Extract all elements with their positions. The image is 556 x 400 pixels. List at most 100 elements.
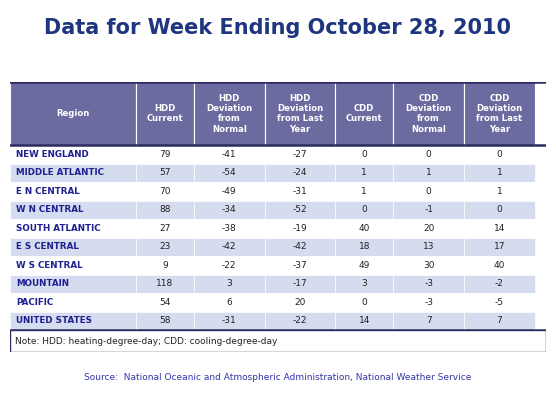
Text: -41: -41 — [222, 150, 236, 159]
Text: 1: 1 — [361, 187, 367, 196]
Bar — [10, 201, 136, 219]
Text: 18: 18 — [359, 242, 370, 251]
Bar — [10, 145, 136, 164]
Bar — [464, 219, 535, 238]
Text: MIDDLE ATLANTIC: MIDDLE ATLANTIC — [17, 168, 105, 178]
Bar — [335, 145, 393, 164]
Bar — [464, 238, 535, 256]
Bar — [136, 182, 194, 201]
Bar — [335, 312, 393, 330]
Bar — [393, 201, 464, 219]
Text: -1: -1 — [424, 206, 433, 214]
Bar — [393, 164, 464, 182]
Bar — [464, 256, 535, 274]
Text: 40: 40 — [359, 224, 370, 233]
Text: 30: 30 — [423, 261, 434, 270]
Text: 1: 1 — [497, 187, 502, 196]
Bar — [464, 164, 535, 182]
Bar — [10, 82, 136, 145]
Bar — [393, 219, 464, 238]
Bar — [194, 293, 265, 312]
Text: 7: 7 — [497, 316, 502, 325]
Text: 57: 57 — [159, 168, 171, 178]
Bar — [10, 256, 136, 274]
Bar — [335, 82, 393, 145]
Bar — [265, 274, 335, 293]
Bar — [194, 238, 265, 256]
Bar — [393, 312, 464, 330]
Text: 3: 3 — [226, 279, 232, 288]
Text: -38: -38 — [222, 224, 237, 233]
Text: 1: 1 — [497, 168, 502, 178]
Bar — [265, 182, 335, 201]
Text: 27: 27 — [159, 224, 171, 233]
Text: 0: 0 — [361, 206, 367, 214]
Bar — [136, 312, 194, 330]
Text: 58: 58 — [159, 316, 171, 325]
Text: -22: -22 — [292, 316, 307, 325]
Text: -19: -19 — [292, 224, 307, 233]
Bar — [464, 274, 535, 293]
Text: -2: -2 — [495, 279, 504, 288]
Text: 0: 0 — [497, 206, 502, 214]
Text: HDD
Deviation
from Last
Year: HDD Deviation from Last Year — [277, 94, 323, 134]
Text: 17: 17 — [494, 242, 505, 251]
Bar — [194, 312, 265, 330]
Text: CDD
Deviation
from Last
Year: CDD Deviation from Last Year — [476, 94, 523, 134]
Text: CDD
Deviation
from
Normal: CDD Deviation from Normal — [405, 94, 451, 134]
Text: -54: -54 — [222, 168, 236, 178]
Text: 20: 20 — [294, 298, 306, 307]
Bar — [265, 219, 335, 238]
Bar — [464, 82, 535, 145]
Bar — [136, 145, 194, 164]
Text: SOUTH ATLANTIC: SOUTH ATLANTIC — [17, 224, 101, 233]
Bar — [335, 182, 393, 201]
Text: MOUNTAIN: MOUNTAIN — [17, 279, 70, 288]
Text: W S CENTRAL: W S CENTRAL — [17, 261, 83, 270]
Bar — [265, 164, 335, 182]
Text: 14: 14 — [359, 316, 370, 325]
Text: E S CENTRAL: E S CENTRAL — [17, 242, 80, 251]
Text: UNITED STATES: UNITED STATES — [17, 316, 92, 325]
Bar — [194, 201, 265, 219]
Bar — [335, 293, 393, 312]
Text: -27: -27 — [292, 150, 307, 159]
Bar — [194, 164, 265, 182]
Text: -37: -37 — [292, 261, 307, 270]
Bar — [136, 274, 194, 293]
Text: 9: 9 — [162, 261, 168, 270]
Text: E N CENTRAL: E N CENTRAL — [17, 187, 80, 196]
Bar — [136, 238, 194, 256]
Text: -24: -24 — [292, 168, 307, 178]
Text: 1: 1 — [426, 168, 431, 178]
Bar — [393, 238, 464, 256]
Text: -17: -17 — [292, 279, 307, 288]
Text: CDD
Current: CDD Current — [346, 104, 383, 123]
Bar — [10, 182, 136, 201]
Text: 1: 1 — [361, 168, 367, 178]
Text: 0: 0 — [361, 298, 367, 307]
Bar — [464, 201, 535, 219]
Text: -42: -42 — [292, 242, 307, 251]
Text: 0: 0 — [426, 150, 431, 159]
Text: 70: 70 — [159, 187, 171, 196]
Bar — [265, 82, 335, 145]
Text: -42: -42 — [222, 242, 236, 251]
Bar — [265, 293, 335, 312]
Text: 23: 23 — [159, 242, 171, 251]
Bar — [136, 256, 194, 274]
Bar — [10, 164, 136, 182]
Bar — [393, 256, 464, 274]
Bar — [265, 312, 335, 330]
Bar — [335, 219, 393, 238]
Bar — [265, 256, 335, 274]
Bar — [335, 256, 393, 274]
Text: 13: 13 — [423, 242, 434, 251]
Text: 6: 6 — [226, 298, 232, 307]
Text: -34: -34 — [222, 206, 236, 214]
Text: 79: 79 — [159, 150, 171, 159]
Bar — [194, 219, 265, 238]
Text: PACIFIC: PACIFIC — [17, 298, 54, 307]
Text: Source:  National Oceanic and Atmospheric Administration, National Weather Servi: Source: National Oceanic and Atmospheric… — [85, 374, 471, 382]
Bar — [10, 238, 136, 256]
